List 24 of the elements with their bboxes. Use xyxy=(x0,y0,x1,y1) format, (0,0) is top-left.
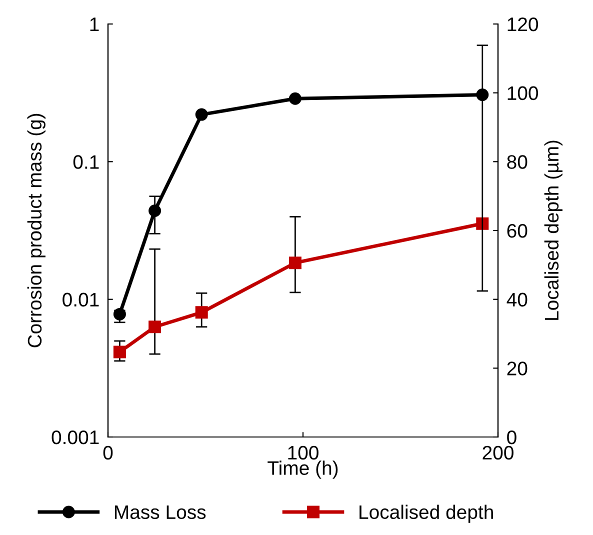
y-tick-label: 0.001 xyxy=(52,430,99,444)
y-tick-label: 0.1 xyxy=(73,155,99,169)
point xyxy=(476,88,489,102)
y-tick-label: 0.01 xyxy=(62,292,99,307)
y2-tick-label: 20 xyxy=(507,362,528,376)
y-tick-label: 1 xyxy=(90,18,99,32)
y2-tick-label: 40 xyxy=(506,292,528,307)
y2-tick-label: 100 xyxy=(508,86,538,100)
y2-tick-label: 0 xyxy=(507,430,516,444)
legend-label: Localised depth xyxy=(360,504,493,523)
y2-tick-label: 60 xyxy=(507,224,528,238)
y-axis-title: Corrosion product mass (g) xyxy=(27,114,46,348)
point xyxy=(113,308,126,320)
legend-label: Mass Loss xyxy=(114,505,206,520)
point xyxy=(195,108,208,121)
x-axis-title: Time (h) xyxy=(268,460,338,479)
y2-tick-label: 80 xyxy=(507,155,528,169)
point xyxy=(288,92,302,105)
x-tick-label: 0 xyxy=(103,446,113,460)
point xyxy=(148,204,162,217)
x-tick-label: 200 xyxy=(482,446,514,460)
y2-axis-title: Localised depth (µm) xyxy=(544,140,562,320)
y2-tick-label: 120 xyxy=(508,17,538,32)
x-tick-label: 100 xyxy=(288,446,318,460)
